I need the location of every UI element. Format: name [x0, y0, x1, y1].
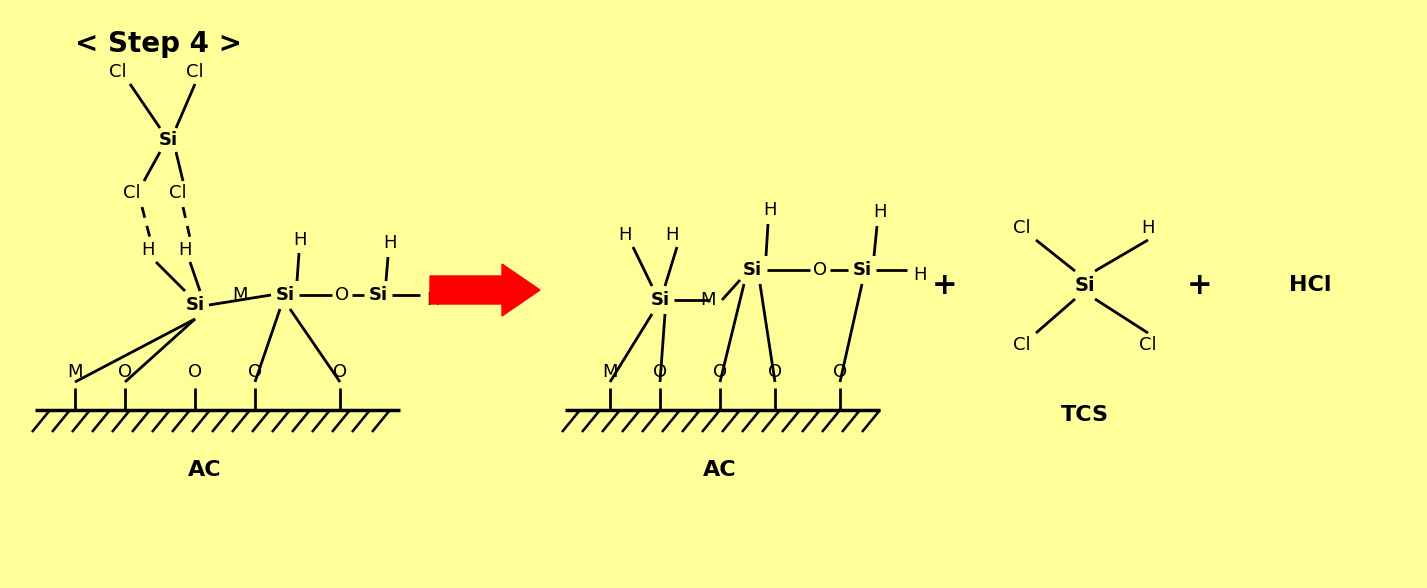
Text: Si: Si	[368, 286, 388, 304]
Text: O: O	[118, 363, 133, 381]
Text: H: H	[141, 241, 154, 259]
Text: Si: Si	[158, 131, 177, 149]
Text: TCS: TCS	[1062, 405, 1109, 425]
Text: O: O	[654, 363, 666, 381]
Text: O: O	[833, 363, 848, 381]
Text: < Step 4 >: < Step 4 >	[76, 30, 243, 58]
Text: Si: Si	[186, 296, 204, 314]
Text: H: H	[384, 234, 397, 252]
Text: Si: Si	[742, 261, 762, 279]
Text: M: M	[602, 363, 618, 381]
Text: Cl: Cl	[1139, 336, 1157, 354]
Text: Si: Si	[852, 261, 872, 279]
Text: AC: AC	[188, 460, 221, 480]
Text: Si: Si	[275, 286, 294, 304]
Text: H: H	[763, 201, 776, 219]
Text: AC: AC	[704, 460, 736, 480]
Text: H: H	[178, 241, 191, 259]
Text: O: O	[714, 363, 728, 381]
Text: M: M	[701, 291, 716, 309]
Text: H: H	[913, 266, 926, 284]
Text: O: O	[813, 261, 828, 279]
Text: Cl: Cl	[186, 63, 204, 81]
FancyArrow shape	[430, 264, 539, 316]
Text: +: +	[1187, 270, 1213, 299]
Text: O: O	[768, 363, 782, 381]
Text: H: H	[873, 203, 886, 221]
Text: O: O	[188, 363, 203, 381]
Text: Si: Si	[1075, 276, 1096, 295]
Text: Cl: Cl	[110, 63, 127, 81]
Text: M: M	[67, 363, 83, 381]
Text: H: H	[427, 291, 440, 309]
Text: Cl: Cl	[123, 184, 141, 202]
Text: Cl: Cl	[170, 184, 187, 202]
Text: H: H	[618, 226, 632, 244]
Text: O: O	[335, 286, 350, 304]
Text: O: O	[332, 363, 347, 381]
Text: Cl: Cl	[1013, 219, 1030, 237]
Text: H: H	[294, 231, 307, 249]
Text: O: O	[248, 363, 263, 381]
Text: Si: Si	[651, 291, 669, 309]
Text: Cl: Cl	[1013, 336, 1030, 354]
Text: H: H	[1142, 219, 1154, 237]
Text: M: M	[233, 286, 248, 304]
Text: H: H	[665, 226, 679, 244]
Text: +: +	[932, 270, 958, 299]
Text: HCl: HCl	[1289, 275, 1331, 295]
